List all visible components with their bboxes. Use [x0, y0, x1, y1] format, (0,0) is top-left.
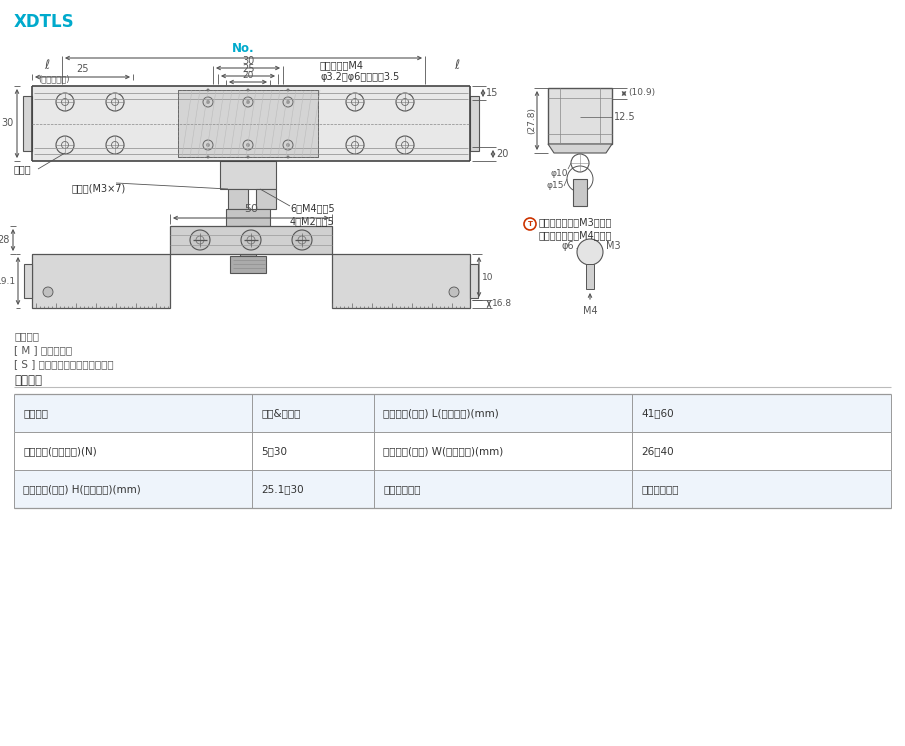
Bar — [332, 254, 470, 308]
Bar — [220, 161, 276, 189]
Text: 台面尺寸(厚度) H(范围选择)(mm): 台面尺寸(厚度) H(范围选择)(mm) — [23, 484, 141, 494]
Text: ℓ: ℓ — [44, 59, 50, 72]
Text: 30: 30 — [242, 56, 254, 66]
Text: 进给方式: 进给方式 — [23, 408, 48, 418]
Bar — [586, 264, 594, 289]
Text: No.: No. — [233, 42, 255, 55]
Bar — [228, 189, 248, 209]
Circle shape — [206, 143, 210, 147]
Bar — [573, 179, 587, 206]
Circle shape — [449, 287, 459, 297]
Bar — [32, 86, 470, 161]
Circle shape — [292, 230, 312, 250]
Bar — [170, 226, 332, 254]
Text: 齿条&齿轮型: 齿条&齿轮型 — [261, 408, 300, 418]
Bar — [14, 432, 891, 470]
Bar — [230, 256, 266, 273]
Bar — [14, 470, 891, 508]
Text: 安装孔数－M4: 安装孔数－M4 — [320, 60, 364, 70]
Text: 基本信息: 基本信息 — [14, 374, 42, 387]
Circle shape — [43, 287, 53, 297]
Circle shape — [246, 143, 250, 147]
Text: 背面安装请使用M4螺丝。: 背面安装请使用M4螺丝。 — [539, 230, 613, 240]
Text: φ6: φ6 — [561, 241, 574, 251]
Text: 安装孔: 安装孔 — [14, 164, 32, 174]
Text: (27.8): (27.8) — [527, 107, 536, 134]
Circle shape — [206, 100, 210, 104]
Text: 移动导向方式: 移动导向方式 — [383, 484, 421, 494]
Circle shape — [287, 155, 290, 158]
Text: φ3.2、φ6沉孔深度3.5: φ3.2、φ6沉孔深度3.5 — [320, 72, 399, 82]
Text: 5～30: 5～30 — [261, 446, 287, 456]
Text: ℓ: ℓ — [454, 59, 460, 72]
Text: 20: 20 — [243, 71, 253, 80]
Bar — [23, 96, 32, 151]
Text: 16.8: 16.8 — [492, 299, 512, 309]
Bar — [178, 90, 318, 157]
Text: 30: 30 — [2, 119, 14, 128]
Text: 41～60: 41～60 — [641, 408, 673, 418]
Bar — [470, 96, 479, 151]
Text: 19.1: 19.1 — [0, 277, 16, 286]
Circle shape — [246, 155, 250, 158]
Text: 台面尺寸(宽度) W(范围选择)(mm): 台面尺寸(宽度) W(范围选择)(mm) — [383, 446, 503, 456]
Text: T: T — [528, 221, 532, 227]
Circle shape — [206, 155, 209, 158]
Text: [ S ] 表面处理黑色阳极氧化处理: [ S ] 表面处理黑色阳极氧化处理 — [14, 359, 114, 369]
Circle shape — [190, 230, 210, 250]
Text: 25: 25 — [242, 64, 254, 74]
Circle shape — [577, 239, 603, 265]
Text: 20: 20 — [496, 149, 509, 159]
Bar — [256, 189, 276, 209]
Text: 50: 50 — [244, 204, 258, 214]
Polygon shape — [548, 144, 612, 153]
Text: 承受载荷(范围选择)(N): 承受载荷(范围选择)(N) — [23, 446, 97, 456]
Text: 6－M4深度5: 6－M4深度5 — [290, 203, 335, 213]
Bar — [240, 226, 256, 256]
Text: (安装孔间距): (安装孔间距) — [38, 74, 70, 83]
Text: 15: 15 — [486, 88, 499, 98]
Text: 25: 25 — [76, 64, 89, 74]
Text: ・材質表: ・材質表 — [14, 331, 39, 341]
Text: 表面安装请使用M3螺丝，: 表面安装请使用M3螺丝， — [539, 217, 613, 227]
Circle shape — [246, 100, 250, 104]
Text: φ10: φ10 — [550, 169, 568, 178]
Bar — [24, 264, 32, 298]
Bar — [226, 209, 270, 226]
Text: 26～40: 26～40 — [641, 446, 673, 456]
Circle shape — [287, 89, 290, 92]
Bar — [470, 264, 478, 298]
Text: 4－M2深度5: 4－M2深度5 — [290, 216, 335, 226]
Circle shape — [241, 230, 261, 250]
Text: M3: M3 — [606, 241, 621, 251]
Circle shape — [246, 89, 250, 92]
Text: 台面尺寸(长度) L(范围选择)(mm): 台面尺寸(长度) L(范围选择)(mm) — [383, 408, 499, 418]
Text: (10.9): (10.9) — [628, 89, 655, 98]
Text: 28: 28 — [0, 235, 10, 245]
Text: 固定夹(M3×7): 固定夹(M3×7) — [72, 183, 127, 193]
Text: 燕尾槽导向型: 燕尾槽导向型 — [641, 484, 679, 494]
Text: 10: 10 — [482, 272, 493, 281]
Circle shape — [286, 100, 290, 104]
Text: [ M ] 材質鄂合金: [ M ] 材質鄂合金 — [14, 345, 72, 355]
Circle shape — [286, 143, 290, 147]
Bar — [32, 254, 170, 308]
Text: M4: M4 — [583, 306, 597, 316]
Text: 12.5: 12.5 — [614, 112, 635, 122]
Circle shape — [206, 89, 209, 92]
Text: 25.1～30: 25.1～30 — [261, 484, 303, 494]
Bar — [14, 394, 891, 432]
Text: XDTLS: XDTLS — [14, 13, 74, 31]
Text: φ15: φ15 — [547, 181, 564, 190]
Bar — [548, 88, 612, 144]
